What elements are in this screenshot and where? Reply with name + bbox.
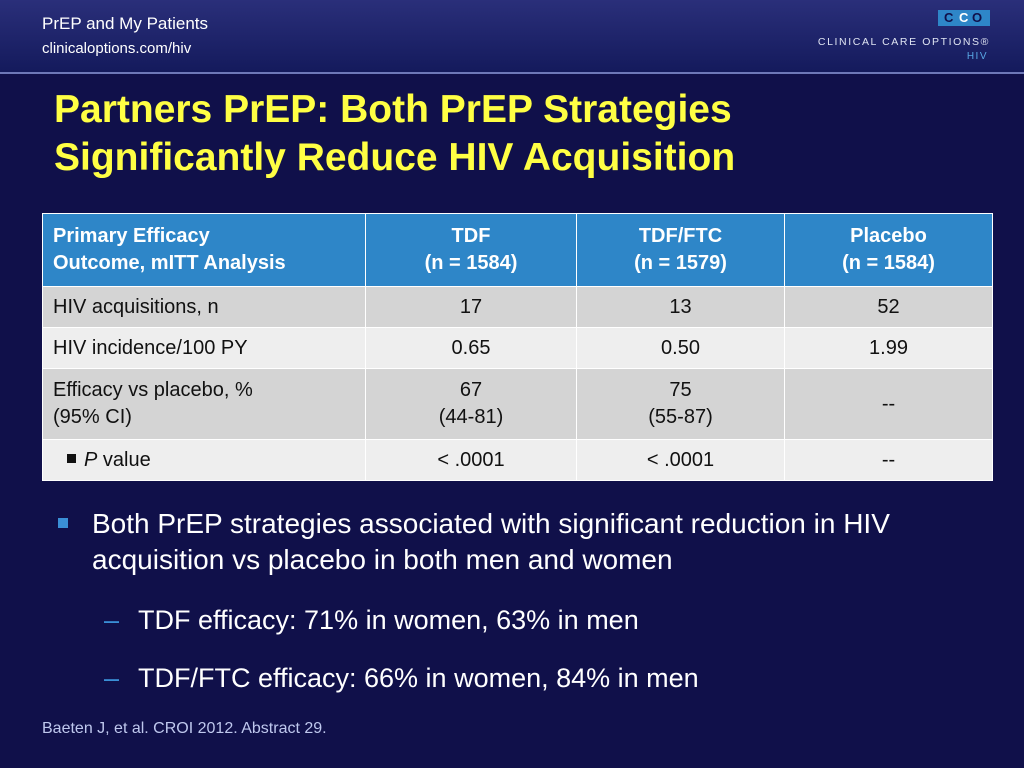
logo-name: CLINICAL CARE OPTIONS®: [817, 36, 990, 48]
row-label: Efficacy vs placebo, % (95% CI): [42, 368, 366, 440]
table-cell: --: [784, 439, 993, 481]
slide-title: Partners PrEP: Both PrEP Strategies Sign…: [54, 86, 984, 182]
header-bar: [0, 0, 1024, 72]
table-row: HIV acquisitions, n 17 13 52: [42, 286, 993, 328]
logo-letter: C: [944, 10, 954, 25]
table-header-cell: Placebo (n = 1584): [784, 213, 993, 287]
header-line: (n = 1584): [424, 252, 518, 274]
cell-line: 67: [459, 379, 483, 401]
header-line: Outcome, mITT Analysis: [53, 252, 286, 274]
table-cell: < .0001: [576, 439, 785, 481]
sub-bullet-text: TDF efficacy: 71% in women, 63% in men: [138, 605, 639, 635]
header-title: PrEP and My Patients: [42, 14, 208, 33]
header-line: (n = 1584): [842, 252, 935, 274]
header-divider: [0, 72, 1024, 74]
row-label: HIV incidence/100 PY: [42, 327, 366, 369]
row-label: P value: [42, 439, 366, 481]
header-line: Primary Efficacy: [53, 225, 210, 247]
logo-letter: C: [959, 10, 969, 25]
table-cell: 17: [365, 286, 577, 328]
footnote: Baeten J, et al. CROI 2012. Abstract 29.: [42, 720, 327, 737]
square-bullet-icon: [58, 518, 68, 528]
dash-bullet-icon: –: [104, 605, 120, 635]
header-line: (n = 1579): [634, 252, 727, 274]
slide-title-line2: Significantly Reduce HIV Acquisition: [54, 136, 736, 179]
table-header-row: Primary Efficacy Outcome, mITT Analysis …: [42, 213, 993, 287]
table-cell: 0.65: [365, 327, 577, 369]
cell-line: (55-87): [648, 406, 713, 428]
cco-logo: C C O CLINICAL CARE OPTIONS® HIV: [818, 10, 990, 66]
header-line: TDF/FTC: [638, 225, 723, 247]
dash-bullet-icon: –: [104, 663, 120, 693]
table-cell: 1.99: [784, 327, 993, 369]
table-cell: 52: [784, 286, 993, 328]
table-row: Efficacy vs placebo, % (95% CI) 67 (44-8…: [42, 368, 993, 440]
efficacy-table: Primary Efficacy Outcome, mITT Analysis …: [42, 213, 993, 481]
table-header-cell: TDF (n = 1584): [365, 213, 577, 287]
cell-line: (44-81): [438, 406, 504, 428]
row-label-rest: value: [97, 448, 151, 471]
row-label: HIV acquisitions, n: [42, 286, 366, 328]
table-header-cell: Primary Efficacy Outcome, mITT Analysis: [42, 213, 366, 287]
slide-title-line1: Partners PrEP: Both PrEP Strategies: [54, 88, 732, 131]
header-url[interactable]: clinicaloptions.com/hiv: [42, 40, 192, 57]
logo-mark: C C O: [938, 10, 990, 26]
table-cell: < .0001: [365, 439, 577, 481]
main-bullet-text: Both PrEP strategies associated with sig…: [92, 508, 890, 575]
row-label-italic: P: [84, 448, 98, 471]
row-label-line: (95% CI): [53, 406, 132, 428]
table-cell: 67 (44-81): [365, 368, 577, 440]
sub-bullet-text: TDF/FTC efficacy: 66% in women, 84% in m…: [138, 663, 699, 693]
table-row: HIV incidence/100 PY 0.65 0.50 1.99: [42, 327, 993, 369]
table-cell: 75 (55-87): [576, 368, 785, 440]
header-line: Placebo: [850, 225, 927, 247]
table-cell: 13: [576, 286, 785, 328]
square-bullet-icon: [67, 454, 76, 464]
table-cell: 0.50: [576, 327, 785, 369]
table-cell: --: [784, 368, 993, 440]
logo-sub: HIV: [966, 51, 988, 62]
cell-line: 75: [669, 379, 692, 401]
logo-letter: O: [972, 10, 983, 25]
table-header-cell: TDF/FTC (n = 1579): [576, 213, 785, 287]
table-row: P value < .0001 < .0001 --: [42, 439, 993, 481]
row-label-line: Efficacy vs placebo, %: [53, 379, 253, 401]
header-line: TDF: [451, 225, 491, 247]
